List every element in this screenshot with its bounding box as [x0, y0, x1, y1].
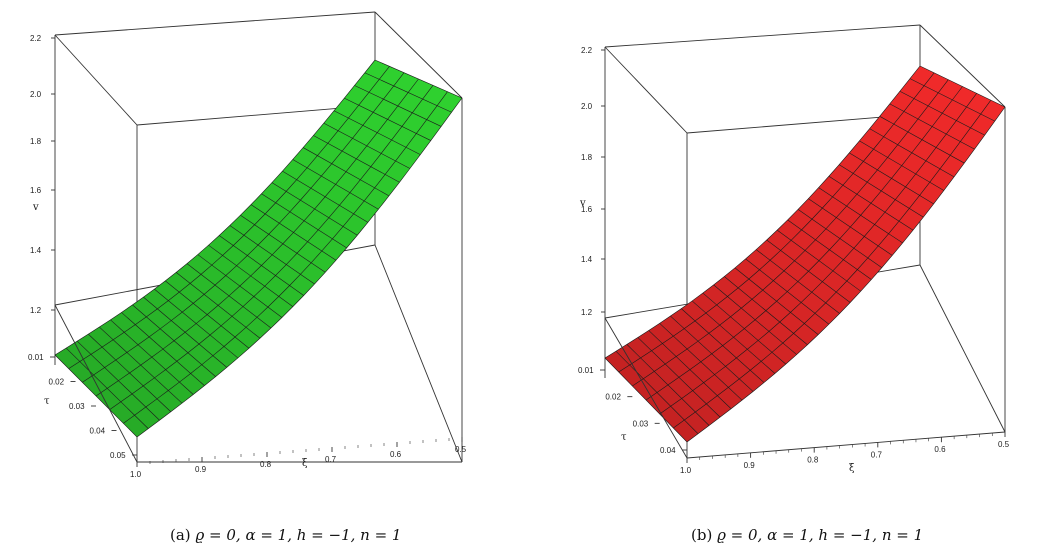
tau-axis-tick-label: 0.04: [660, 446, 676, 455]
surface-patch: [165, 272, 261, 349]
surface-grid-line: [109, 85, 434, 410]
surface-grid-line: [618, 72, 935, 373]
v-axis-tick-label: 1.6: [581, 205, 593, 214]
xi-axis-tick-label: 0.6: [390, 450, 402, 459]
surface-patch: [154, 280, 249, 358]
surface-patch: [55, 348, 149, 437]
xi-axis-tick-label: 0.5: [998, 440, 1010, 449]
tau-axis-tick-label: 0.01: [28, 353, 44, 362]
tau-axis-tick-label: 0.01: [578, 366, 594, 375]
caption-b-label: (b): [691, 526, 713, 544]
panel-a-plot: 1.2 1.4 1.6 1.8 2.0 2.2 v 1.0 0.9 0.8 0.7 0.6 0.5 ξ 0.…: [28, 11, 467, 479]
surface-patch: [132, 297, 227, 377]
tau-axis-tick-label: 0.02: [49, 378, 65, 387]
surface-grid-line: [82, 72, 405, 383]
surface-grid-line: [54, 59, 376, 356]
v-axis-label: v: [579, 198, 586, 209]
surface-grid-line: [95, 78, 419, 397]
surface-grid-line: [686, 106, 1006, 443]
box-right-bottom-connector: [919, 264, 1006, 433]
tau-axis-tick-label: 0.03: [633, 419, 649, 428]
xi-axis-label: ξ: [302, 458, 308, 469]
caption-b: (b) ϱ = 0, α = 1, h = −1, n = 1: [691, 526, 923, 544]
surface-patch: [186, 254, 282, 329]
box-front-bottom: [686, 431, 1006, 459]
surface-patch: [66, 341, 160, 429]
xi-axis-tick-label: 0.7: [325, 455, 337, 464]
surface-patch: [143, 289, 238, 368]
xi-axis-tick-label: 0.5: [455, 445, 467, 454]
surface-grid-line: [645, 86, 963, 401]
v-axis-tick-label: 2.2: [581, 46, 593, 55]
xi-axis-tick-label: 1.0: [130, 470, 142, 479]
v-axis-tick-label: 2.0: [581, 102, 593, 111]
tau-axis-tick-label: 0.02: [605, 393, 621, 402]
tau-axis-tick-label: 0.04: [90, 427, 106, 436]
surface-grid-line: [632, 79, 949, 387]
v-axis-tick-label: 1.6: [30, 186, 42, 195]
xi-axis-tick-label: 0.9: [195, 465, 207, 474]
xi-axis-label: ξ: [849, 463, 855, 474]
panel-b-plot: 1.2 1.4 1.6 1.8 2.0 2.2 v 1.0 0.9 0.8 0.7 0.6 0.5 ξ 0.…: [578, 24, 1010, 475]
xi-axis-tick-label: 0.8: [260, 460, 272, 469]
xi-axis-tick-label: 0.9: [744, 461, 756, 470]
tau-axis-tick-label: 0.05: [110, 451, 126, 460]
surface-patch: [88, 327, 183, 412]
v-axis-tick-label: 1.8: [30, 137, 42, 146]
box-left-top-connector: [604, 46, 688, 134]
surface-grid-line: [673, 99, 992, 429]
surface-grid-line: [123, 91, 448, 424]
surface-patch: [615, 344, 710, 434]
surface-patch: [176, 263, 271, 339]
box-left-bottom-connector: [604, 317, 688, 459]
xi-axis-tick-label: 0.6: [934, 445, 946, 454]
surface-grid-line: [659, 93, 977, 415]
surface-patch: [626, 337, 721, 426]
surface-patch: [637, 330, 732, 418]
box-back-top: [604, 24, 921, 48]
caption-a: (a) ϱ = 0, α = 1, h = −1, n = 1: [170, 526, 401, 544]
box-right-top-connector: [919, 24, 1006, 108]
surface-grid-line: [136, 97, 463, 438]
box-left-top-connector: [54, 34, 138, 126]
v-axis-tick-label: 2.2: [30, 34, 42, 43]
box-back-top: [54, 11, 376, 36]
surface-patch: [648, 323, 743, 409]
caption-a-label: (a): [170, 526, 191, 544]
surface-patch: [670, 308, 765, 392]
v-axis-tick-label: 1.8: [581, 153, 593, 162]
tau-axis-label: τ: [44, 396, 50, 407]
surface-patch: [121, 304, 216, 386]
surface-grid-line: [68, 66, 390, 369]
v-axis-tick-label: 1.4: [30, 246, 42, 255]
surface-patch: [99, 319, 194, 404]
box-right-bottom-connector: [374, 244, 463, 463]
xi-axis-tick-label: 0.8: [807, 456, 819, 465]
surface-patch: [77, 334, 171, 421]
caption-a-math: ϱ = 0, α = 1, h = −1, n = 1: [195, 526, 402, 544]
xi-axis-tick-label: 1.0: [680, 466, 692, 475]
v-axis-tick-label: 2.0: [30, 90, 42, 99]
v-axis-tick-label: 1.2: [581, 308, 593, 317]
box-right-top-connector: [374, 11, 463, 99]
surface-grid-line: [604, 65, 921, 359]
v-axis-tick-label: 1.4: [581, 255, 593, 264]
v-axis-tick-label: 1.2: [30, 306, 42, 315]
surface-patch: [110, 312, 205, 395]
v-axis-label: v: [32, 202, 39, 213]
surface-patch: [659, 316, 754, 401]
tau-axis-tick-label: 0.03: [69, 402, 85, 411]
xi-axis-tick-label: 0.7: [871, 450, 883, 459]
tau-axis-label: τ: [621, 432, 627, 443]
caption-b-math: ϱ = 0, α = 1, h = −1, n = 1: [717, 526, 924, 544]
box-left-bottom-connector: [54, 304, 138, 463]
